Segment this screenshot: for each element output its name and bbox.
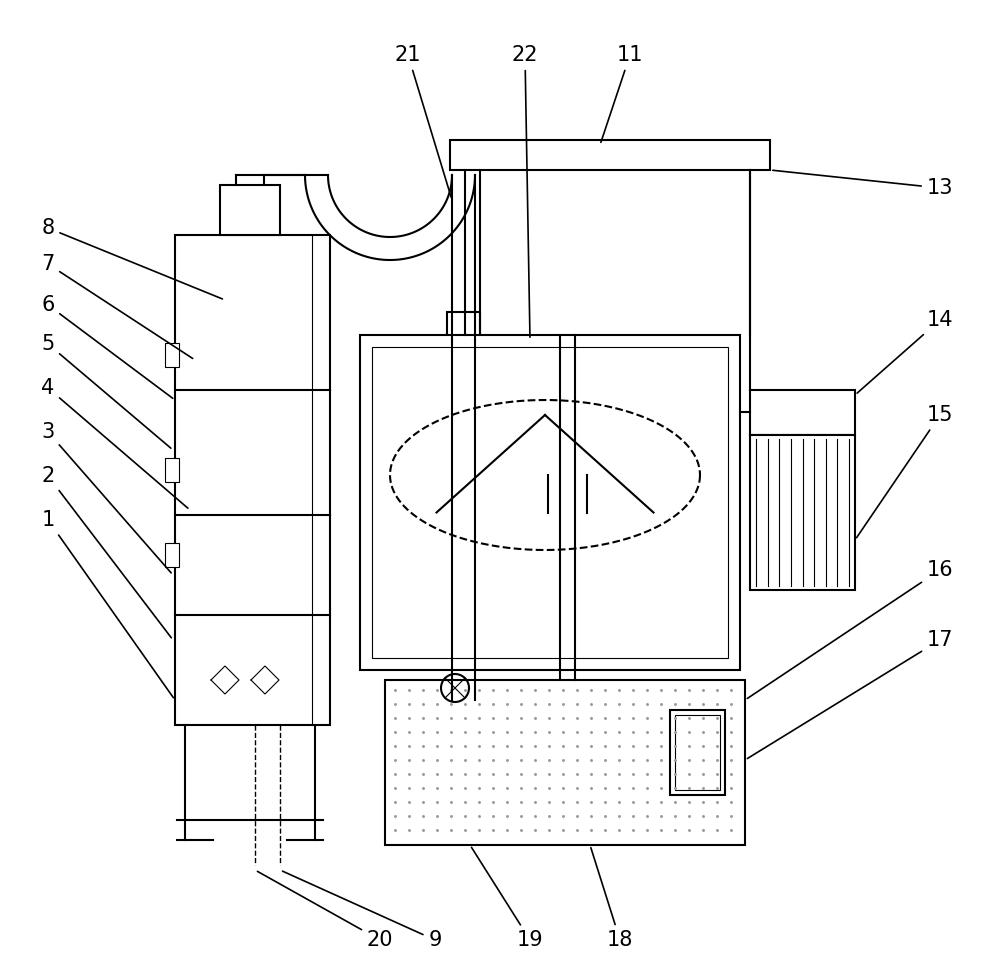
Bar bbox=[750, 435, 855, 590]
Bar bbox=[450, 140, 770, 170]
Text: 9: 9 bbox=[283, 871, 442, 950]
Text: 3: 3 bbox=[41, 422, 171, 573]
Text: 5: 5 bbox=[41, 334, 171, 448]
Bar bbox=[372, 347, 728, 658]
Text: 7: 7 bbox=[41, 254, 193, 359]
Text: 20: 20 bbox=[257, 871, 393, 950]
Text: 15: 15 bbox=[857, 405, 953, 538]
Bar bbox=[165, 458, 179, 482]
Text: 8: 8 bbox=[41, 218, 222, 299]
Bar bbox=[750, 390, 855, 435]
Bar bbox=[675, 715, 720, 790]
Text: 13: 13 bbox=[773, 170, 953, 198]
Text: 4: 4 bbox=[41, 378, 188, 508]
Text: 19: 19 bbox=[471, 848, 543, 950]
Text: 22: 22 bbox=[512, 45, 538, 337]
Bar bbox=[165, 343, 179, 367]
Text: 2: 2 bbox=[41, 466, 171, 638]
Text: 1: 1 bbox=[41, 510, 173, 698]
Bar bbox=[220, 185, 280, 235]
Text: 18: 18 bbox=[591, 848, 633, 950]
Bar bbox=[175, 235, 330, 725]
Bar bbox=[385, 680, 745, 845]
Bar bbox=[360, 335, 740, 670]
Bar bbox=[447, 312, 480, 340]
Text: 11: 11 bbox=[601, 45, 643, 142]
Text: 14: 14 bbox=[857, 310, 953, 393]
Text: 17: 17 bbox=[747, 630, 953, 758]
Bar bbox=[165, 543, 179, 567]
Text: 21: 21 bbox=[395, 45, 451, 197]
Text: 6: 6 bbox=[41, 295, 173, 399]
Bar bbox=[670, 710, 725, 795]
Text: 16: 16 bbox=[747, 560, 953, 699]
